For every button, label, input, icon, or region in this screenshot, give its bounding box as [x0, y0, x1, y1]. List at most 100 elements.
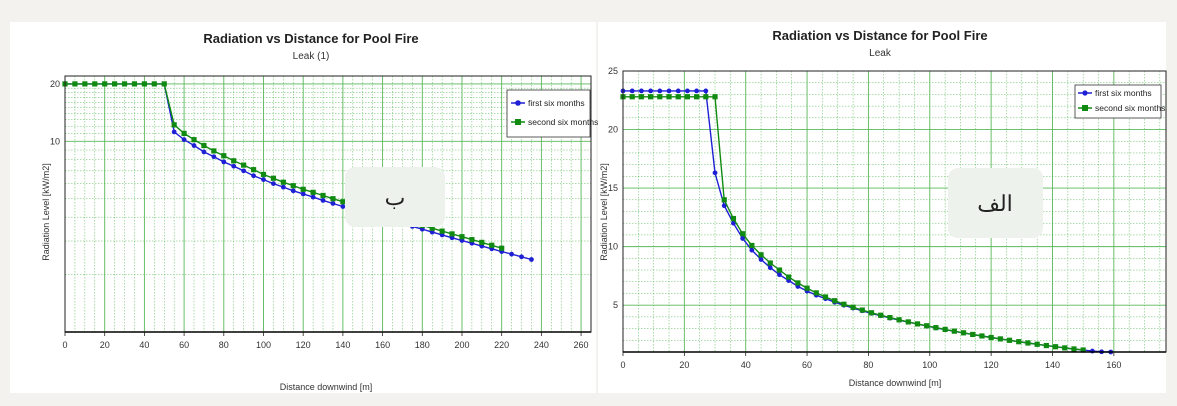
- x-tick-label: 80: [219, 340, 229, 350]
- y-axis-label: Radiation Level [kW/m2]: [41, 163, 51, 261]
- data-point-second-six-months: [340, 199, 346, 205]
- data-point-second-six-months: [988, 334, 994, 341]
- data-point-second-six-months: [479, 239, 485, 246]
- legend: first six months second six months: [1074, 84, 1165, 119]
- data-point-first-six-months: [429, 229, 435, 235]
- data-point-second-six-months: [1006, 337, 1013, 343]
- data-point-first-six-months: [191, 143, 197, 148]
- data-point-first-six-months: [721, 203, 727, 209]
- x-tick-label: 140: [335, 340, 350, 350]
- data-point-second-six-months: [859, 307, 865, 313]
- legend-label-first-six-months: first six months: [528, 98, 585, 108]
- x-tick-label: 160: [375, 340, 390, 350]
- data-point-first-six-months: [271, 181, 276, 187]
- data-point-second-six-months: [290, 183, 296, 189]
- y-tick-label: 10: [608, 242, 618, 252]
- data-point-second-six-months: [211, 148, 217, 154]
- panel-background: [598, 22, 1166, 393]
- data-point-second-six-months: [712, 94, 718, 100]
- data-point-second-six-months: [141, 81, 147, 87]
- data-point-second-six-months: [951, 328, 957, 334]
- data-point-second-six-months: [121, 81, 128, 87]
- data-point-second-six-months: [221, 153, 227, 159]
- data-point-second-six-months: [92, 81, 98, 87]
- data-point-first-six-months: [221, 159, 227, 165]
- y-tick-label: 15: [608, 183, 618, 193]
- data-point-second-six-months: [721, 197, 727, 203]
- data-point-second-six-months: [459, 234, 465, 240]
- panel-badge: الف: [948, 168, 1043, 238]
- data-point-second-six-months: [868, 310, 875, 316]
- data-point-second-six-months: [250, 167, 257, 173]
- data-point-second-six-months: [270, 175, 277, 181]
- x-tick-label: 220: [494, 340, 509, 350]
- data-point-second-six-months: [102, 81, 108, 87]
- data-point-first-six-months: [290, 188, 296, 194]
- data-point-second-six-months: [82, 81, 88, 87]
- x-tick-label: 240: [534, 340, 549, 350]
- data-point-second-six-months: [832, 298, 838, 304]
- data-point-first-six-months: [261, 177, 266, 182]
- data-point-second-six-months: [131, 81, 138, 87]
- data-point-first-six-months: [300, 191, 306, 197]
- data-point-second-six-months: [795, 280, 801, 286]
- data-point-second-six-months: [191, 137, 197, 143]
- x-tick-label: 140: [1045, 360, 1060, 370]
- axes: 0 20 40 60 80 100 120 140 160 5 10 15 20 25: [608, 66, 1167, 370]
- badge-box: [345, 167, 445, 227]
- chart-title: Radiation vs Distance for Pool Fire: [772, 28, 987, 43]
- data-point-second-six-months: [657, 94, 663, 100]
- data-point-second-six-months: [896, 317, 902, 323]
- x-tick-label: 120: [296, 340, 311, 350]
- data-point-second-six-months: [740, 231, 746, 237]
- data-point-second-six-months: [813, 290, 819, 296]
- data-point-second-six-months: [280, 179, 286, 185]
- data-point-second-six-months: [449, 231, 455, 237]
- data-point-second-six-months: [310, 189, 316, 195]
- y-tick-label: 25: [608, 66, 618, 76]
- data-point-first-six-months: [685, 88, 690, 94]
- data-point-second-six-months: [499, 245, 505, 251]
- data-point-second-six-months: [638, 94, 645, 100]
- data-point-second-six-months: [1025, 340, 1031, 346]
- data-point-second-six-months: [942, 326, 948, 333]
- x-tick-label: 180: [415, 340, 430, 350]
- series-layer: [620, 88, 1114, 355]
- data-point-second-six-months: [201, 142, 207, 149]
- data-point-second-six-months: [330, 196, 336, 202]
- x-tick-label: 40: [741, 360, 751, 370]
- data-point-second-six-months: [181, 130, 187, 137]
- badge-label: الف: [977, 191, 1013, 216]
- data-point-first-six-months: [171, 129, 177, 135]
- x-tick-label: 100: [922, 360, 937, 370]
- x-tick-label: 20: [679, 360, 689, 370]
- data-point-second-six-months: [960, 330, 967, 336]
- data-point-second-six-months: [666, 94, 672, 100]
- data-point-first-six-months: [629, 88, 635, 94]
- data-point-first-six-months: [777, 272, 782, 278]
- data-point-second-six-months: [970, 331, 976, 338]
- data-point-first-six-months: [320, 197, 326, 203]
- data-point-second-six-months: [850, 304, 856, 310]
- x-tick-label: 80: [863, 360, 873, 370]
- data-point-second-six-months: [730, 215, 737, 222]
- data-point-second-six-months: [72, 81, 78, 87]
- x-tick-label: 200: [454, 340, 469, 350]
- data-point-first-six-months: [657, 88, 663, 94]
- data-point-second-six-months: [1052, 344, 1059, 350]
- data-point-second-six-months: [1062, 345, 1068, 351]
- legend-box: [1074, 84, 1162, 119]
- data-point-second-six-months: [489, 242, 495, 248]
- data-point-second-six-months: [1080, 347, 1086, 353]
- x-tick-label: 100: [256, 340, 271, 350]
- data-point-first-six-months: [211, 154, 217, 160]
- data-point-first-six-months: [675, 88, 681, 94]
- x-tick-label: 260: [574, 340, 589, 350]
- x-tick-label: 60: [802, 360, 812, 370]
- data-point-second-six-months: [804, 285, 810, 291]
- data-point-second-six-months: [300, 186, 306, 192]
- legend-marker-first-six-months: [1082, 90, 1088, 96]
- x-tick-label: 20: [100, 340, 110, 350]
